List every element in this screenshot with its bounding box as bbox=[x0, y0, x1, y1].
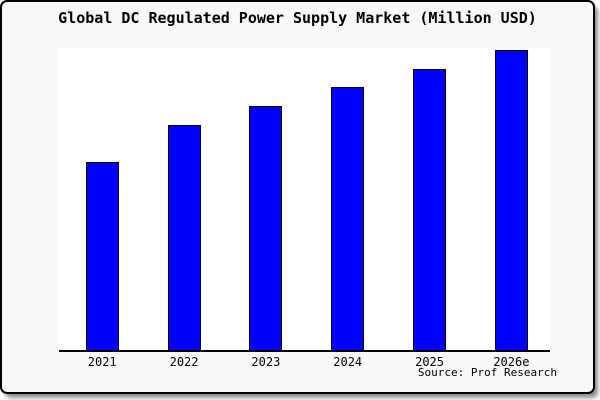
bar-2026e bbox=[494, 50, 528, 350]
bar-2025 bbox=[413, 69, 447, 350]
source-label: Source: Prof Research bbox=[417, 366, 557, 379]
plot-area bbox=[59, 48, 550, 352]
bar-2024 bbox=[331, 87, 365, 350]
x-tick-2022: 2022 bbox=[169, 355, 199, 369]
x-tick-2021: 2021 bbox=[87, 355, 117, 369]
x-tick-2025: 2025 bbox=[415, 355, 444, 369]
chart-frame: Global DC Regulated Power Supply Market … bbox=[0, 0, 595, 394]
x-tick-2024: 2024 bbox=[333, 355, 363, 369]
bar-2023 bbox=[249, 106, 283, 350]
x-tick-2026e: 2026e bbox=[493, 355, 530, 369]
bar-2022 bbox=[167, 125, 201, 350]
x-tick-2023: 2023 bbox=[251, 355, 281, 369]
bar-2021 bbox=[85, 162, 119, 350]
chart-title: Global DC Regulated Power Supply Market … bbox=[58, 9, 537, 27]
